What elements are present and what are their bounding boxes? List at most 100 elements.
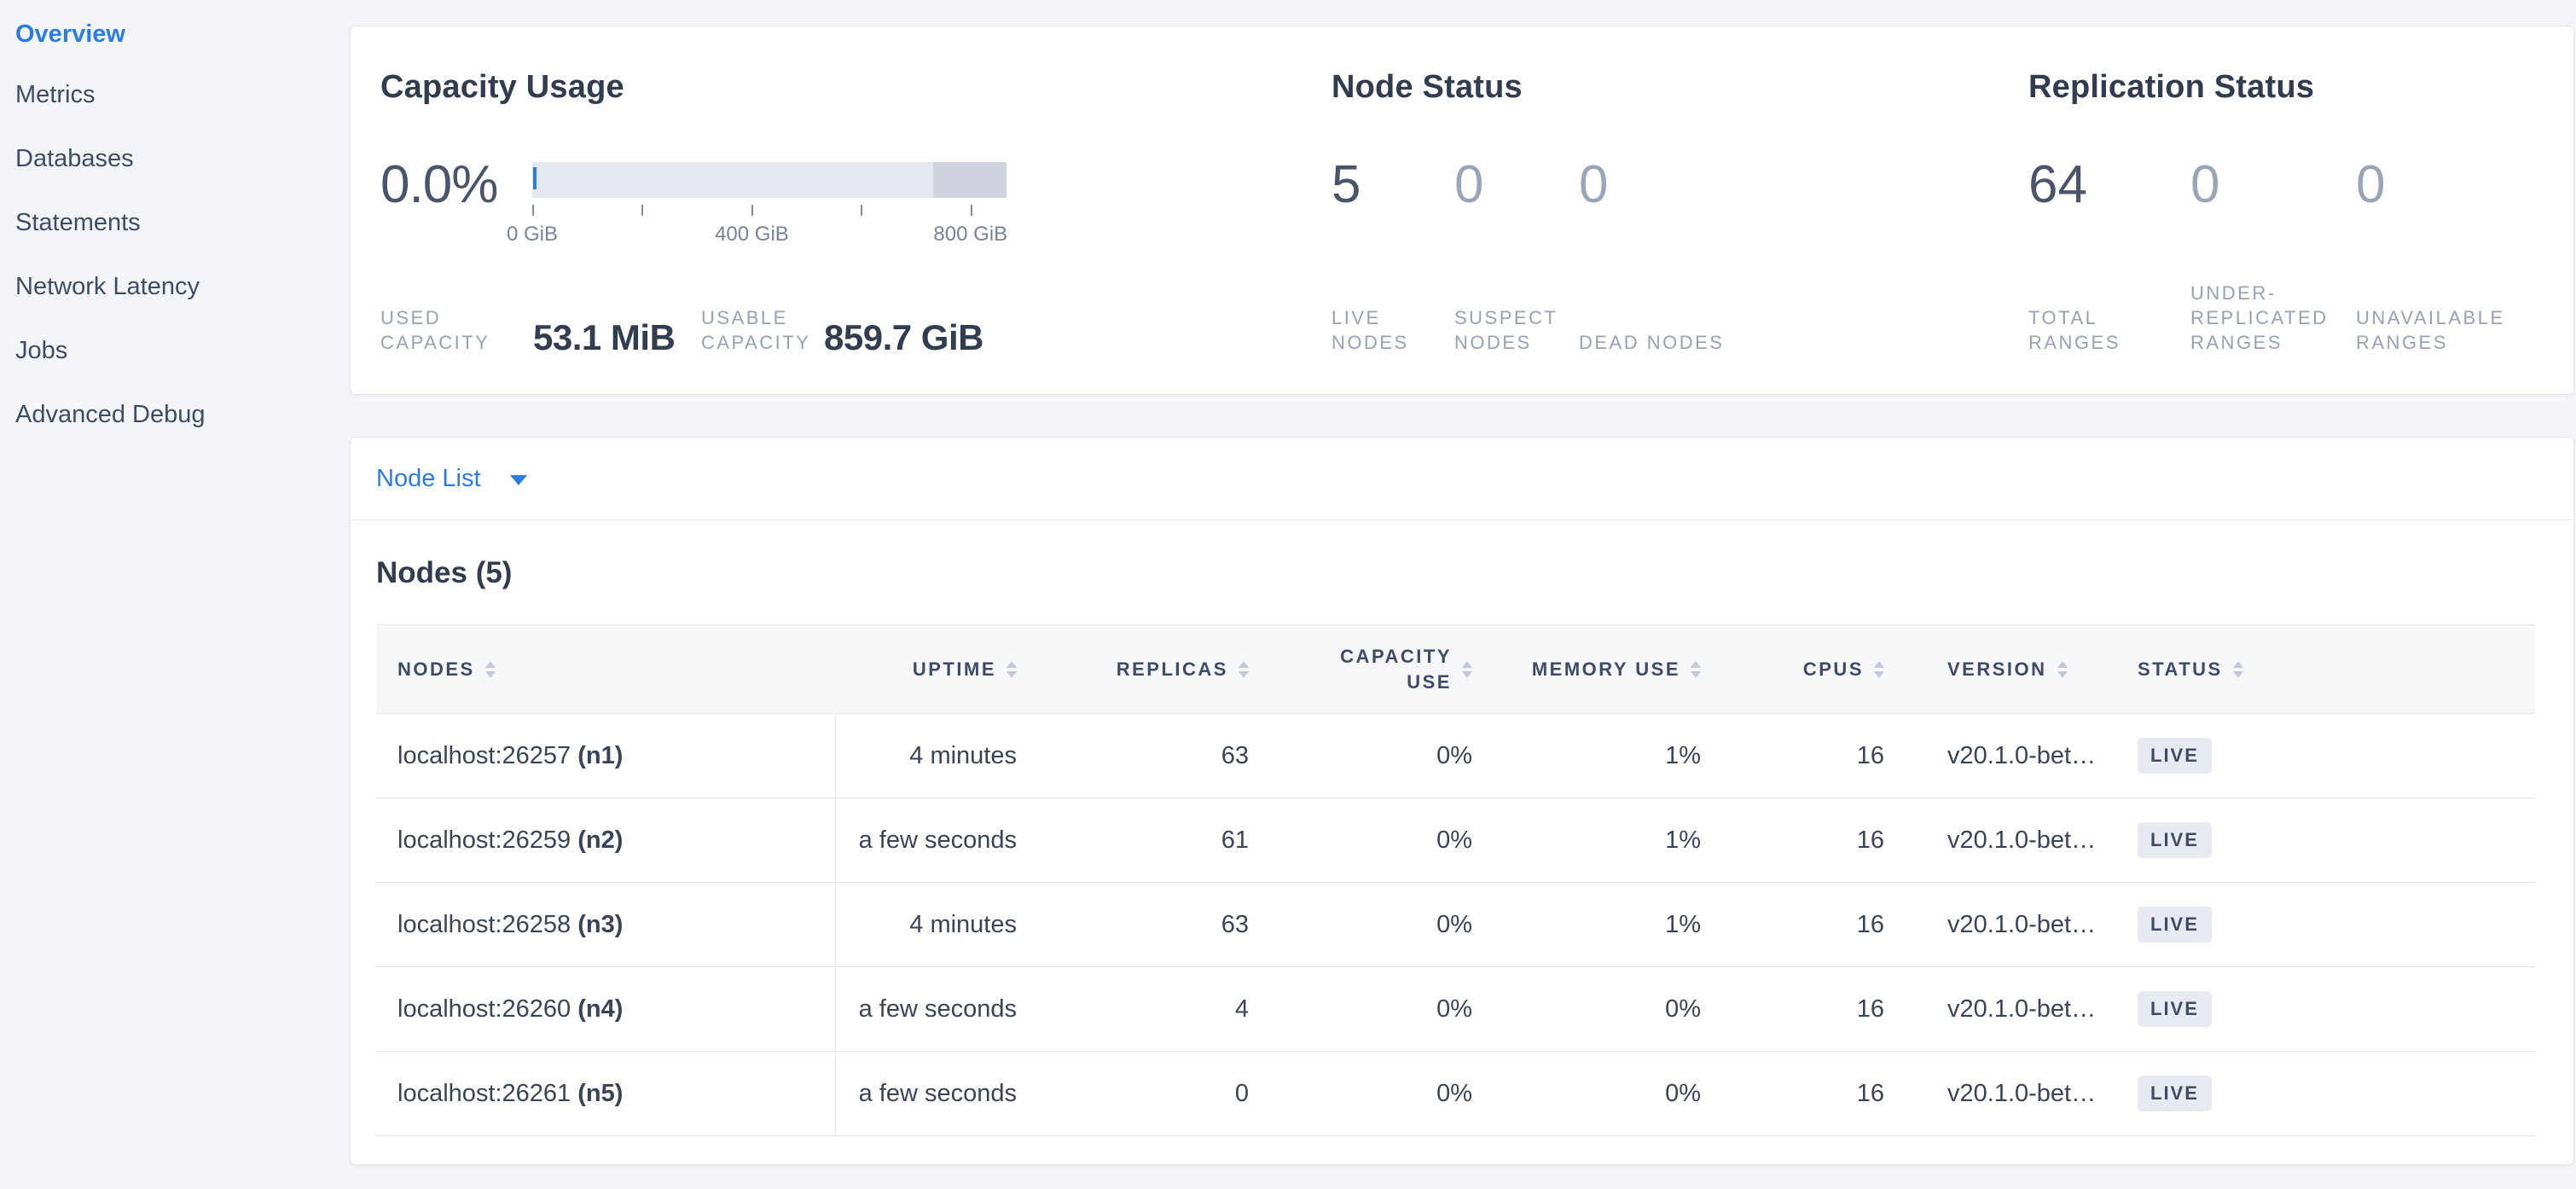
- capacity-use-cell: 0%: [1269, 713, 1493, 798]
- capacity-bar-chart: 0 GiB 400 GiB 800 GiB: [507, 162, 1008, 248]
- version-cell: v20.1.0-bet…: [1905, 966, 2099, 1052]
- status-cell: LIVE: [2099, 798, 2261, 883]
- suspect-nodes-value: 0: [1454, 155, 1484, 214]
- sidebar-item-advanced-debug[interactable]: Advanced Debug: [15, 401, 206, 428]
- node-status-title: Node Status: [1332, 69, 1523, 105]
- column-header-uptime[interactable]: UPTIME: [835, 624, 1037, 714]
- nodes-section-title: Nodes (5): [376, 556, 513, 589]
- nodes-section: Nodes (5) NODES UPTIME: [351, 520, 2573, 1164]
- cpus-cell: 16: [1721, 1051, 1905, 1136]
- column-label: CAPACITY USE: [1340, 645, 1452, 693]
- axis-tick: [751, 205, 754, 216]
- column-label: STATUS: [2138, 658, 2223, 680]
- main-content: Capacity Usage 0.0%: [350, 0, 2576, 1189]
- node-address-cell[interactable]: localhost:26257 (n1): [376, 713, 836, 798]
- sidebar-item-databases[interactable]: Databases: [15, 145, 134, 172]
- capacity-bar-used-marker: [533, 167, 537, 189]
- capacity-usage-section: Capacity Usage 0.0%: [380, 69, 1332, 358]
- column-header-version[interactable]: VERSION: [1905, 624, 2099, 714]
- status-cell: LIVE: [2099, 882, 2261, 967]
- sidebar-item-metrics[interactable]: Metrics: [15, 81, 96, 108]
- live-nodes-value: 5: [1332, 155, 1361, 214]
- spacer-cell: [2261, 798, 2535, 883]
- capacity-used-percent: 0.0%: [380, 155, 498, 214]
- axis-tick: [970, 205, 972, 216]
- dead-nodes-stat: 0 DEAD NODES: [1579, 159, 1732, 355]
- memory-use-cell: 0%: [1493, 1051, 1721, 1136]
- status-cell: LIVE: [2099, 1051, 2261, 1136]
- axis-label-0gib: 0 GiB: [506, 223, 559, 246]
- node-address-cell[interactable]: localhost:26261 (n5): [376, 1051, 836, 1136]
- replication-status-title: Replication Status: [2028, 69, 2315, 105]
- node-id: (n3): [577, 910, 624, 938]
- column-label: REPLICAS: [1116, 658, 1228, 680]
- total-ranges-value: 64: [2028, 155, 2087, 214]
- axis-label-800gib: 800 GiB: [933, 223, 1008, 246]
- node-status-section: Node Status 5 LIVE NODES 0 SUSPECT NODES…: [1332, 69, 2028, 355]
- replicas-cell: 0: [1037, 1051, 1269, 1136]
- column-header-capacity-use[interactable]: CAPACITY USE: [1269, 624, 1493, 714]
- table-header-row: NODES UPTIME REPLICAS: [376, 624, 2535, 714]
- column-header-memory-use[interactable]: MEMORY USE: [1493, 624, 1721, 714]
- table-row[interactable]: localhost:26258 (n3) 4 minutes 63 0% 1% …: [376, 882, 2535, 967]
- table-row[interactable]: localhost:26260 (n4) a few seconds 4 0% …: [376, 966, 2535, 1052]
- cpus-cell: 16: [1721, 798, 1905, 883]
- sidebar-item-network-latency[interactable]: Network Latency: [15, 273, 200, 300]
- status-badge: LIVE: [2138, 1076, 2212, 1111]
- node-address-cell[interactable]: localhost:26259 (n2): [376, 798, 836, 883]
- table-row[interactable]: localhost:26259 (n2) a few seconds 61 0%…: [376, 798, 2535, 883]
- nodes-table: NODES UPTIME REPLICAS: [376, 624, 2535, 1136]
- memory-use-cell: 1%: [1493, 882, 1721, 967]
- node-list-view-select[interactable]: Node List: [351, 438, 2573, 520]
- capacity-use-cell: 0%: [1269, 798, 1493, 883]
- sort-icon: [1239, 660, 1249, 678]
- under-replicated-ranges-value: 0: [2190, 155, 2220, 214]
- version-cell: v20.1.0-bet…: [1905, 798, 2099, 883]
- column-label: CPUS: [1802, 658, 1864, 680]
- column-header-cpus[interactable]: CPUS: [1721, 624, 1905, 714]
- sort-icon: [1007, 660, 1017, 678]
- column-label: MEMORY USE: [1531, 658, 1680, 680]
- node-address-cell[interactable]: localhost:26258 (n3): [376, 882, 836, 967]
- column-header-replicas[interactable]: REPLICAS: [1037, 624, 1269, 714]
- column-header-status[interactable]: STATUS: [2099, 624, 2261, 714]
- replicas-cell: 63: [1037, 713, 1269, 798]
- version-cell: v20.1.0-bet…: [1905, 882, 2099, 967]
- used-capacity-value: 53.1 MiB: [533, 317, 676, 358]
- version-cell: v20.1.0-bet…: [1905, 713, 2099, 798]
- node-list-card: Node List Nodes (5) NODES: [350, 437, 2574, 1165]
- replication-status-section: Replication Status 64 TOTAL RANGES 0 UND…: [2028, 69, 2544, 355]
- sidebar-item-overview[interactable]: Overview: [15, 20, 125, 48]
- replicas-cell: 61: [1037, 798, 1269, 883]
- sort-icon: [1691, 660, 1701, 678]
- status-cell: LIVE: [2099, 966, 2261, 1052]
- table-row[interactable]: localhost:26261 (n5) a few seconds 0 0% …: [376, 1051, 2535, 1136]
- node-id: (n4): [577, 995, 624, 1023]
- column-header-nodes[interactable]: NODES: [376, 624, 835, 714]
- memory-use-cell: 1%: [1493, 713, 1721, 798]
- cluster-summary-card: Capacity Usage 0.0%: [350, 26, 2574, 395]
- table-row[interactable]: localhost:26257 (n1) 4 minutes 63 0% 1% …: [376, 713, 2535, 798]
- version-cell: v20.1.0-bet…: [1905, 1051, 2099, 1136]
- spacer-cell: [2261, 1051, 2535, 1136]
- column-label: UPTIME: [912, 658, 996, 680]
- status-badge: LIVE: [2138, 907, 2212, 942]
- capacity-bar-reserved-segment: [933, 162, 1007, 198]
- uptime-cell: a few seconds: [835, 1051, 1037, 1136]
- capacity-use-cell: 0%: [1269, 966, 1493, 1052]
- cpus-cell: 16: [1721, 966, 1905, 1052]
- sidebar-item-statements[interactable]: Statements: [15, 209, 141, 236]
- node-address-cell[interactable]: localhost:26260 (n4): [376, 966, 836, 1052]
- spacer-cell: [2261, 882, 2535, 967]
- sidebar-item-jobs[interactable]: Jobs: [15, 337, 68, 364]
- memory-use-cell: 1%: [1493, 798, 1721, 883]
- capacity-bar: [532, 162, 1007, 198]
- under-replicated-ranges-label: UNDER-REPLICATED RANGES: [2190, 281, 2329, 353]
- uptime-cell: a few seconds: [835, 798, 1037, 883]
- unavailable-ranges-value: 0: [2356, 155, 2386, 214]
- status-badge: LIVE: [2138, 822, 2212, 858]
- sort-icon: [1462, 660, 1472, 678]
- suspect-nodes-stat: 0 SUSPECT NODES: [1454, 159, 1579, 355]
- node-address: localhost:26257: [397, 741, 571, 769]
